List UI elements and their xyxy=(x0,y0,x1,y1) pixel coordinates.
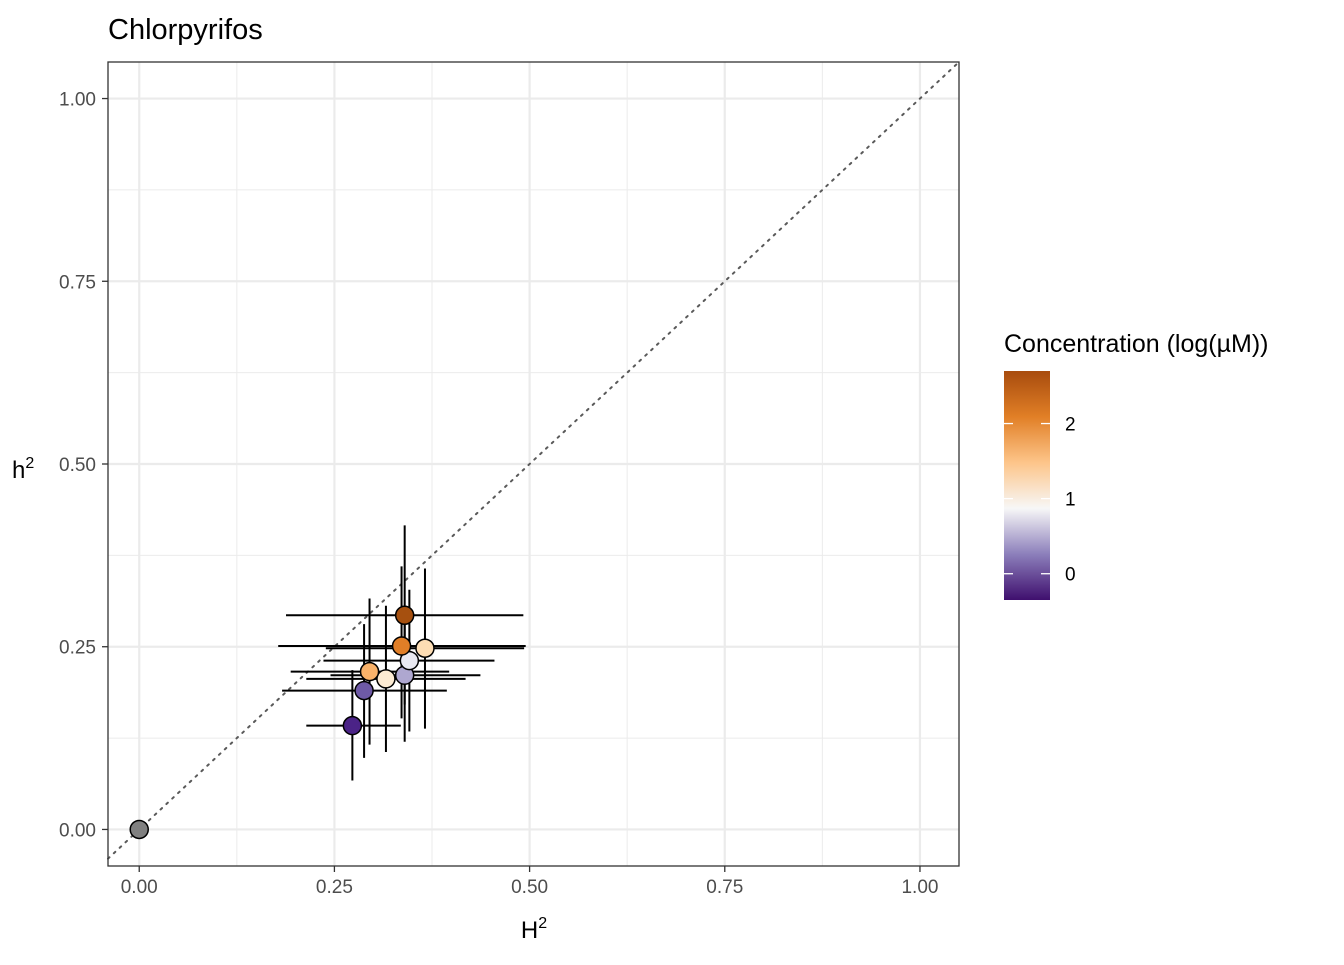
legend-title: Concentration (log(µM)) xyxy=(1004,330,1269,358)
control-point xyxy=(129,819,149,840)
x-axis: 0.00 0.25 0.50 0.75 1.00 xyxy=(121,866,938,898)
data-point xyxy=(342,715,363,736)
x-axis-title-base: H xyxy=(521,917,538,944)
y-axis: 0.00 0.25 0.50 0.75 1.00 xyxy=(59,90,108,841)
legend-ticks: 0 1 2 xyxy=(1004,415,1076,586)
identity-reference-line xyxy=(107,61,960,860)
x-tick-label: 0.50 xyxy=(511,877,548,898)
y-tick-label: 1.00 xyxy=(59,90,96,111)
data-point xyxy=(415,638,435,658)
data-point xyxy=(354,680,374,701)
y-tick-label: 0.25 xyxy=(59,638,96,659)
x-axis-title-superscript: 2 xyxy=(538,915,547,932)
x-tick-label: 0.00 xyxy=(121,877,158,898)
y-tick-label: 0.00 xyxy=(59,820,96,841)
legend-tick-label: 1 xyxy=(1065,490,1076,511)
data-point xyxy=(394,605,415,626)
data-point xyxy=(359,661,380,682)
y-axis-title: h2 xyxy=(12,455,34,484)
y-axis-title-superscript: 2 xyxy=(25,455,34,472)
data-point xyxy=(376,669,396,689)
y-tick-label: 0.50 xyxy=(59,455,96,476)
legend-colorbar xyxy=(1004,371,1050,600)
x-tick-label: 0.25 xyxy=(316,877,353,898)
y-tick-label: 0.75 xyxy=(59,272,96,293)
plot-panel xyxy=(107,61,960,867)
x-tick-label: 1.00 xyxy=(901,877,938,898)
data-point xyxy=(391,636,412,656)
legend-tick-label: 2 xyxy=(1065,415,1076,436)
x-tick-label: 0.75 xyxy=(706,877,743,898)
color-legend: Concentration (log(µM)) 0 1 2 xyxy=(1004,330,1269,600)
chart-title: Chlorpyrifos xyxy=(108,14,263,46)
x-axis-title: H2 xyxy=(521,915,547,944)
legend-tick-label: 0 xyxy=(1065,565,1076,586)
y-axis-title-base: h xyxy=(12,457,25,484)
